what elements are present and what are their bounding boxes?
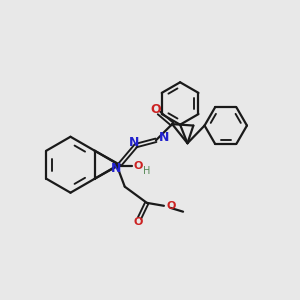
Text: N: N bbox=[111, 162, 121, 175]
Text: N: N bbox=[159, 131, 169, 144]
Text: O: O bbox=[167, 201, 176, 211]
Text: O: O bbox=[133, 217, 143, 227]
Text: O: O bbox=[150, 103, 161, 116]
Text: H: H bbox=[143, 166, 151, 176]
Text: N: N bbox=[129, 136, 140, 148]
Text: O: O bbox=[134, 161, 143, 171]
